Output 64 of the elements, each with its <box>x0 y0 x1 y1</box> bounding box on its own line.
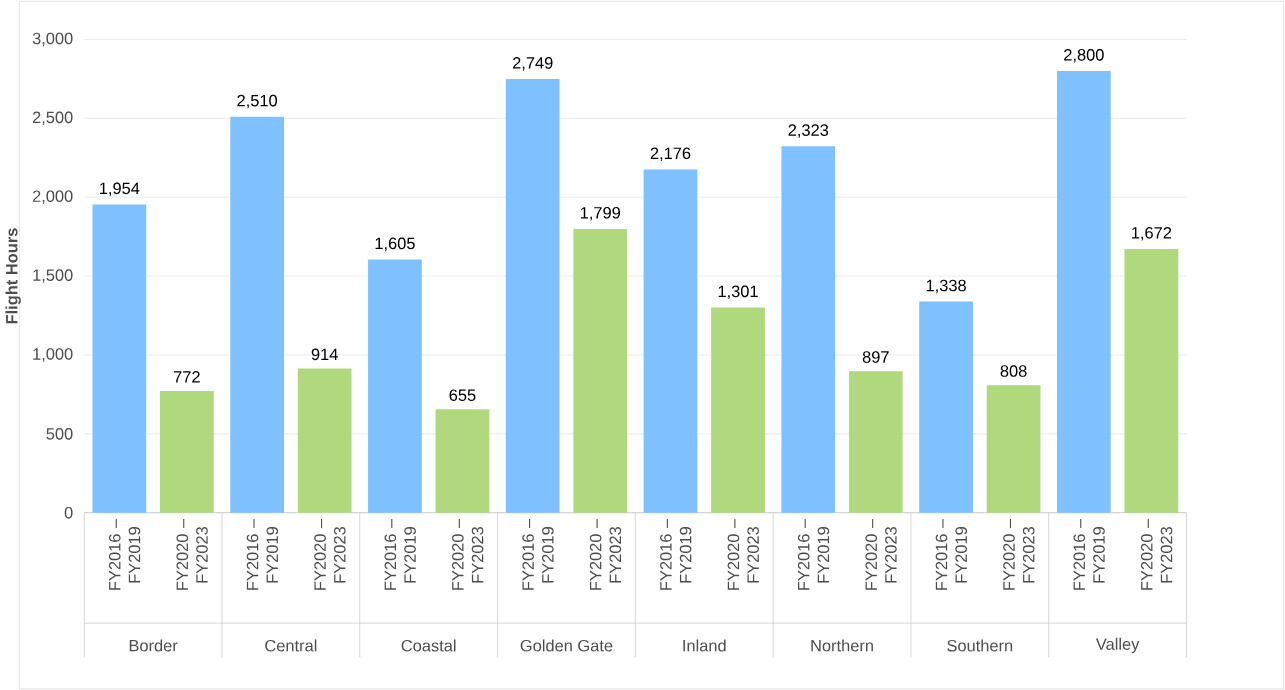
bar <box>1124 248 1179 513</box>
text: FY2020 – FY2023 <box>589 518 622 590</box>
bar <box>160 390 214 513</box>
text: FY2020 – FY2023 <box>727 518 759 590</box>
text: FY2020 – FY2023 <box>865 518 897 590</box>
x-tick-label: Inland <box>683 639 726 652</box>
bar <box>643 169 698 513</box>
data-label: 2,176 <box>650 147 691 161</box>
data-label: 2,510 <box>237 94 278 109</box>
y-tick-label: 3,000 <box>32 32 73 47</box>
data-label: 655 <box>449 389 476 401</box>
x-tick-label: Central <box>265 639 317 652</box>
x-tick-label: Southern <box>947 639 1013 652</box>
text: FY2020 – FY2023 <box>1140 518 1173 590</box>
data-label: 2,800 <box>1064 48 1104 63</box>
bar <box>230 116 284 513</box>
bar <box>92 204 147 513</box>
data-label: 772 <box>174 371 200 383</box>
data-label: 2,749 <box>512 57 553 71</box>
bar <box>848 371 903 513</box>
data-label: 897 <box>862 351 889 363</box>
data-label: 1,605 <box>375 237 415 252</box>
y-tick-label: 500 <box>46 427 73 440</box>
bar <box>781 146 836 513</box>
x-tick-label: Coastal <box>401 639 456 652</box>
text: FY2016 – FY2019 <box>1073 518 1105 590</box>
x-tick-label: Northern <box>811 639 873 652</box>
y-tick-label: 2,500 <box>32 111 73 126</box>
x-tick-label: Golden Gate <box>520 639 613 652</box>
bar <box>1056 70 1111 513</box>
bar <box>573 228 628 513</box>
data-label: 914 <box>311 348 338 361</box>
bar <box>505 78 560 513</box>
y-axis-title: Flight Hours <box>5 228 21 324</box>
text: FY2016 – FY2019 <box>935 518 968 590</box>
data-label: 1,338 <box>926 279 966 294</box>
text: FY2020 – FY2023 <box>314 518 346 590</box>
data-label: 1,799 <box>580 206 621 221</box>
text: FY2020 – FY2023 <box>176 518 208 590</box>
text: FY2020 – FY2023 <box>1003 518 1035 590</box>
text: FY2016 – FY2019 <box>660 518 692 590</box>
text: FY2016 – FY2019 <box>797 518 830 590</box>
bar <box>297 368 352 513</box>
data-label: 1,301 <box>718 285 758 300</box>
x-tick-label: Valley <box>1095 637 1140 654</box>
y-tick-label: 1,000 <box>33 348 73 362</box>
x-tick-label: Border <box>129 639 178 652</box>
bar <box>368 259 422 513</box>
text: FY2016 – FY2019 <box>522 518 554 590</box>
data-label: 808 <box>1000 365 1027 377</box>
text: FY2016 – FY2019 <box>384 518 416 590</box>
bar <box>435 409 490 513</box>
y-tick-label: 0 <box>64 506 73 519</box>
data-label: 1,954 <box>100 182 140 196</box>
bar <box>986 385 1041 513</box>
text: FY2016 – FY2019 <box>108 518 141 590</box>
text: FY2016 – FY2019 <box>246 518 279 590</box>
data-label: 2,323 <box>788 124 829 138</box>
bar <box>711 307 765 513</box>
data-label: 1,672 <box>1132 226 1172 241</box>
text: FY2020 – FY2023 <box>452 518 484 590</box>
y-tick-label: 2,000 <box>32 190 73 204</box>
bar <box>919 301 973 513</box>
y-tick-label: 1,500 <box>33 269 73 283</box>
